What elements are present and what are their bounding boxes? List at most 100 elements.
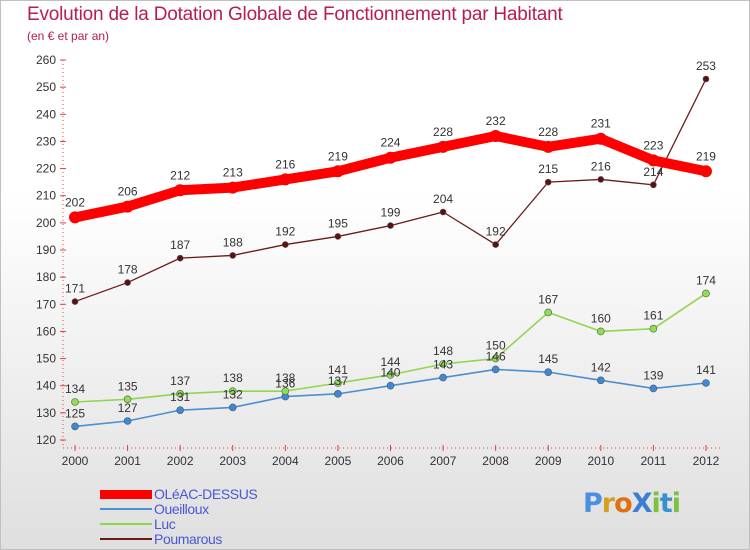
- data-point: [596, 376, 605, 385]
- x-tick-label: 2009: [535, 454, 562, 468]
- data-label: 127: [118, 401, 138, 415]
- logo-letter: i: [651, 488, 661, 519]
- x-tick-label: 2003: [219, 454, 246, 468]
- legend-label: Oueilloux: [154, 501, 209, 517]
- data-label: 160: [591, 311, 611, 325]
- data-point: [542, 140, 555, 153]
- data-label: 139: [643, 368, 663, 382]
- data-point: [279, 173, 292, 186]
- data-label: 206: [118, 185, 138, 199]
- data-label: 137: [170, 374, 190, 388]
- data-label: 134: [65, 382, 85, 396]
- series-2: [71, 289, 710, 406]
- data-label: 187: [170, 238, 190, 252]
- data-label: 213: [223, 166, 243, 180]
- data-label: 219: [696, 149, 716, 163]
- y-tick-label: 120: [36, 433, 56, 447]
- data-label: 174: [696, 273, 716, 287]
- data-point: [384, 151, 397, 164]
- data-label: 140: [380, 366, 400, 380]
- data-label: 137: [328, 374, 348, 388]
- axes: 120 130 140 150 160 170 180 190 200 210 220 230 240 2…: [36, 53, 720, 468]
- legend-swatch: [100, 523, 152, 525]
- data-point: [596, 327, 605, 336]
- data-label: 195: [328, 216, 348, 230]
- data-point: [123, 395, 132, 404]
- data-label: 178: [118, 263, 138, 277]
- data-label: 131: [170, 390, 190, 404]
- data-label: 192: [275, 225, 295, 239]
- data-point: [334, 379, 342, 387]
- data-label: 228: [538, 125, 558, 139]
- data-point: [176, 406, 184, 414]
- data-point: [124, 279, 131, 286]
- series-3: [71, 75, 710, 305]
- data-point: [439, 360, 447, 368]
- x-tick-label: 2008: [482, 454, 509, 468]
- y-tick-label: 170: [36, 297, 56, 311]
- y-tick-label: 160: [36, 324, 56, 338]
- data-label: 223: [643, 138, 663, 152]
- data-label: 136: [275, 377, 295, 391]
- logo-letter: i: [671, 488, 681, 519]
- data-point: [544, 178, 552, 186]
- y-tick-label: 140: [36, 379, 56, 393]
- x-tick-label: 2010: [587, 454, 614, 468]
- y-tick-label: 230: [36, 134, 56, 148]
- data-label: 171: [65, 282, 85, 296]
- data-label: 145: [538, 352, 558, 366]
- data-point: [331, 165, 344, 178]
- logo-letter: X: [631, 488, 653, 519]
- data-label: 192: [486, 225, 506, 239]
- data-point: [71, 298, 79, 305]
- data-point: [492, 241, 499, 248]
- chart-title: Evolution de la Dotation Globale de Fonc…: [27, 4, 563, 25]
- data-point: [594, 132, 607, 145]
- logo-letter: t: [659, 488, 673, 519]
- data-point: [176, 254, 184, 262]
- y-tick-label: 210: [36, 189, 56, 203]
- legend-swatch: [100, 538, 152, 540]
- data-point: [489, 130, 502, 142]
- y-tick-label: 250: [36, 80, 56, 94]
- data-point: [544, 308, 553, 317]
- data-point: [491, 365, 500, 374]
- data-label: 167: [538, 292, 558, 306]
- series-layer: [69, 75, 712, 431]
- data-point: [386, 381, 395, 390]
- data-label: 188: [223, 235, 243, 249]
- data-label: 141: [696, 363, 716, 377]
- y-tick-label: 260: [36, 53, 56, 67]
- series-0: [69, 130, 712, 224]
- series-1: [71, 365, 710, 431]
- legend-swatch: [100, 508, 152, 510]
- legend-label: OLéAC-DESSUS: [154, 486, 258, 502]
- y-tick-label: 130: [36, 406, 56, 420]
- data-label: 141: [328, 363, 348, 377]
- data-point: [229, 252, 237, 259]
- data-point: [650, 181, 657, 189]
- data-label: 125: [65, 406, 85, 420]
- data-point: [597, 176, 605, 183]
- data-point: [334, 390, 342, 398]
- data-point: [228, 387, 237, 395]
- data-labels: 202 206 212 213 216 219 224 228 232 228 231 223 219 1…: [65, 59, 716, 420]
- data-label: 150: [486, 339, 506, 353]
- data-point: [649, 384, 658, 393]
- chart-subtitle: (en € et par an): [27, 29, 110, 43]
- data-label: 138: [223, 371, 243, 385]
- data-label: 146: [486, 349, 506, 363]
- logo-letter: P: [583, 488, 603, 519]
- data-label: 231: [591, 117, 611, 131]
- legend-label: Poumarous: [154, 531, 222, 547]
- data-point: [491, 354, 500, 363]
- data-label: 219: [328, 149, 348, 163]
- data-point: [174, 184, 187, 197]
- data-point: [544, 368, 553, 376]
- y-tick-label: 220: [36, 162, 56, 176]
- data-point: [228, 403, 237, 412]
- data-label: 215: [538, 162, 558, 176]
- x-tick-label: 2002: [167, 454, 194, 468]
- data-point: [176, 390, 184, 398]
